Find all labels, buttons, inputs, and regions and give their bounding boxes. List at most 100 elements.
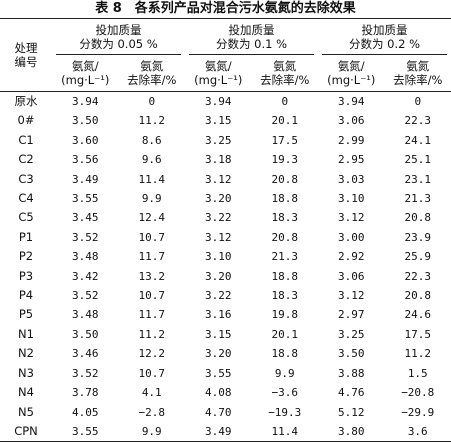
sub-header: 氨氮 去除率/% <box>118 55 185 92</box>
cell: 21.3 <box>271 250 299 264</box>
cell: 10.7 <box>138 366 166 380</box>
cell: 3.12 <box>338 211 365 225</box>
cell: 21.3 <box>404 192 432 206</box>
cell: 12.4 <box>138 211 166 225</box>
cell: 8.6 <box>141 133 162 147</box>
cell: 3.06 <box>338 269 365 283</box>
cell: 9.9 <box>274 366 295 380</box>
cell: 23.1 <box>404 172 432 186</box>
table-row: C2 3.56 9.6 3.18 19.3 2.95 25.1 <box>0 150 451 169</box>
header-row: 处理 编号 投加质量 分数为 0.05 % 投加质量 分数为 0.1 % 投加质量 分数为 0… <box>0 18 451 92</box>
cell: 3.55 <box>72 424 99 438</box>
table-row: N1 3.50 11.2 3.15 20.1 3.25 17.5 <box>0 325 451 344</box>
cell: 18.8 <box>271 192 299 206</box>
cell: 3.80 <box>338 424 365 438</box>
cell: 11.2 <box>138 327 166 341</box>
header-line: 投加质量 <box>228 23 275 37</box>
cell: 3.56 <box>72 153 99 167</box>
cell: 20.8 <box>271 230 299 244</box>
row-label: N3 <box>18 365 34 380</box>
cell: 3.52 <box>72 230 99 244</box>
cell: 3.94 <box>205 95 232 108</box>
table-row: 原水 3.94 0 3.94 0 3.94 0 <box>0 92 451 112</box>
group-header: 投加质量 分数为 0.1 % <box>185 19 318 56</box>
cell: 3.25 <box>205 133 232 147</box>
table-row: N3 3.52 10.7 3.55 9.9 3.88 1.5 <box>0 364 451 383</box>
cell: 4.08 <box>205 386 232 400</box>
header-line: 去除率/% <box>260 73 310 87</box>
cell: 3.94 <box>338 95 365 108</box>
cell: 10.7 <box>138 289 166 303</box>
row-label: 原水 <box>14 94 38 108</box>
cell: 9.9 <box>141 192 162 206</box>
row-label: P5 <box>18 307 34 322</box>
header-line: 处理 <box>14 41 38 55</box>
sub-header: 氨氮/(mg·L⁻¹) <box>318 55 385 92</box>
sub-header: 氨氮 去除率/% <box>251 55 318 92</box>
cell: 3.88 <box>338 366 365 380</box>
cell: 1.5 <box>407 366 428 380</box>
cell: 4.70 <box>205 405 232 419</box>
cell: 11.7 <box>138 250 166 264</box>
cell: 11.7 <box>138 308 166 322</box>
cell: 5.12 <box>338 405 365 419</box>
cell: −20.8 <box>401 386 435 400</box>
cell: 9.9 <box>141 424 162 438</box>
table-row: N5 4.05 −2.8 4.70 −19.3 5.12 −29.9 <box>0 403 451 422</box>
header-line: 投加质量 <box>361 23 408 37</box>
cell: 3.49 <box>72 172 99 186</box>
cell: 4.05 <box>72 405 99 419</box>
cell: 0 <box>148 95 156 108</box>
cell: 3.50 <box>72 114 99 128</box>
cell: 9.6 <box>141 153 162 167</box>
cell: 25.9 <box>404 250 432 264</box>
table-row: N4 3.78 4.1 4.08 −3.6 4.76 −20.8 <box>0 383 451 402</box>
cell: 3.22 <box>205 289 232 303</box>
table-row: C5 3.45 12.4 3.22 18.3 3.12 20.8 <box>0 208 451 227</box>
cell: 18.3 <box>271 211 299 225</box>
cell: 2.92 <box>338 250 365 264</box>
table-row: P3 3.42 13.2 3.20 18.8 3.06 22.3 <box>0 267 451 286</box>
cell: 24.6 <box>404 308 432 322</box>
cell: 20.8 <box>404 211 432 225</box>
cell: 4.1 <box>141 386 162 400</box>
cell: 0 <box>281 95 289 108</box>
cell: 3.12 <box>205 230 232 244</box>
cell: 3.12 <box>338 289 365 303</box>
group-header: 投加质量 分数为 0.05 % <box>52 19 185 56</box>
cell: 4.76 <box>338 386 365 400</box>
row-label: P1 <box>18 229 34 244</box>
table-row: C4 3.55 9.9 3.20 18.8 3.10 21.3 <box>0 189 451 208</box>
row-label: C2 <box>18 152 34 167</box>
header-line: (mg·L⁻¹) <box>327 73 376 87</box>
row-label: C4 <box>18 191 34 206</box>
cell: 3.45 <box>72 211 99 225</box>
cell: 3.55 <box>205 366 232 380</box>
cell: 17.5 <box>404 327 432 341</box>
row-label: P3 <box>18 268 34 283</box>
header-line: 投加质量 <box>95 23 142 37</box>
header-line: 去除率/% <box>127 73 177 87</box>
cell: 3.03 <box>338 172 365 186</box>
row-header: 处理 编号 <box>0 18 52 92</box>
cell: 18.8 <box>271 347 299 361</box>
cell: 3.42 <box>72 269 99 283</box>
table-row: P4 3.52 10.7 3.22 18.3 3.12 20.8 <box>0 286 451 305</box>
row-label: N4 <box>18 385 34 400</box>
cell: −19.3 <box>268 405 302 419</box>
table-header: 处理 编号 投加质量 分数为 0.05 % 投加质量 分数为 0.1 % 投加质量 分数为 0… <box>0 18 451 92</box>
cell: 18.3 <box>271 289 299 303</box>
row-label: P2 <box>18 249 34 264</box>
header-line: 分数为 0.2 % <box>348 37 421 51</box>
cell: 3.15 <box>205 327 232 341</box>
table-body: 原水 3.94 0 3.94 0 3.94 0 0# 3.50 11.2 3.15 20.1 3.06 2… <box>0 92 451 442</box>
table-row: C3 3.49 11.4 3.12 20.8 3.03 23.1 <box>0 170 451 189</box>
cell: 3.49 <box>205 424 232 438</box>
sub-header: 氨氮/(mg·L⁻¹) <box>185 55 252 92</box>
cell: 3.52 <box>72 289 99 303</box>
cell: 3.18 <box>205 153 232 167</box>
cell: 22.3 <box>404 269 432 283</box>
cell: 2.97 <box>338 308 365 322</box>
header-line: 去除率/% <box>393 73 443 87</box>
table-row: N2 3.46 12.2 3.20 18.8 3.50 11.2 <box>0 344 451 363</box>
